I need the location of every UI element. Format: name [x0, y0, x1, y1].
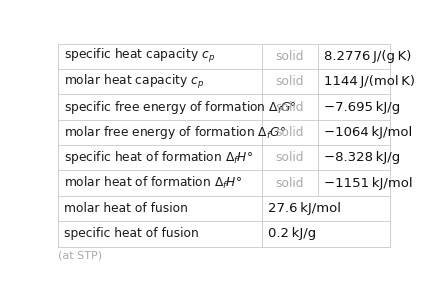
Text: solid: solid — [276, 151, 304, 164]
Text: solid: solid — [276, 50, 304, 63]
Text: −1151 kJ/mol: −1151 kJ/mol — [324, 177, 412, 190]
Text: specific free energy of formation $\Delta_f G°$: specific free energy of formation $\Delt… — [64, 99, 297, 116]
Text: 0.2 kJ/g: 0.2 kJ/g — [268, 227, 316, 240]
Text: −7.695 kJ/g: −7.695 kJ/g — [324, 101, 400, 113]
Text: −8.328 kJ/g: −8.328 kJ/g — [324, 151, 400, 164]
Text: solid: solid — [276, 101, 304, 113]
Text: molar heat of fusion: molar heat of fusion — [64, 202, 188, 215]
Text: molar heat capacity $c_p$: molar heat capacity $c_p$ — [64, 73, 204, 91]
Text: solid: solid — [276, 177, 304, 190]
Text: −1064 kJ/mol: −1064 kJ/mol — [324, 126, 412, 139]
Text: 8.2776 J/(g K): 8.2776 J/(g K) — [324, 50, 411, 63]
Text: 27.6 kJ/mol: 27.6 kJ/mol — [268, 202, 341, 215]
Text: solid: solid — [276, 75, 304, 88]
Text: 1144 J/(mol K): 1144 J/(mol K) — [324, 75, 415, 88]
Text: specific heat of formation $\Delta_f H°$: specific heat of formation $\Delta_f H°$ — [64, 149, 253, 166]
Text: molar heat of formation $\Delta_f H°$: molar heat of formation $\Delta_f H°$ — [64, 175, 242, 191]
Text: molar free energy of formation $\Delta_f G°$: molar free energy of formation $\Delta_f… — [64, 124, 286, 141]
Text: solid: solid — [276, 126, 304, 139]
Text: (at STP): (at STP) — [58, 251, 102, 261]
Text: specific heat capacity $c_p$: specific heat capacity $c_p$ — [64, 47, 215, 65]
Text: specific heat of fusion: specific heat of fusion — [64, 227, 199, 240]
